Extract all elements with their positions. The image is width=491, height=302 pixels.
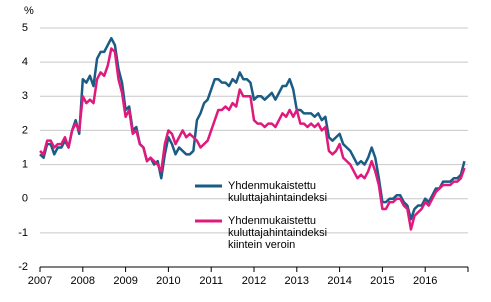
y-tick-label: -1	[18, 227, 28, 239]
y-tick-label: 3	[22, 90, 28, 102]
series-line	[39, 47, 466, 231]
x-tick-label: 2008	[71, 275, 95, 287]
x-tick-label: 2010	[156, 275, 180, 287]
x-tick-label: 2014	[327, 275, 351, 287]
y-tick-label: 4	[22, 56, 28, 68]
y-tick-label: -2	[18, 261, 28, 273]
x-tick-label: 2007	[28, 275, 52, 287]
x-tick-label: 2011	[199, 275, 223, 287]
x-tick-label: 2016	[413, 275, 437, 287]
x-tick-label: 2015	[370, 275, 394, 287]
y-axis-unit: %	[24, 5, 34, 17]
x-tick-label: 2013	[285, 275, 309, 287]
x-tick-label: 2009	[113, 275, 137, 287]
x-tick-label: 2012	[242, 275, 266, 287]
series-line	[39, 36, 466, 221]
y-tick-label: 2	[22, 124, 28, 136]
y-tick-label: 1	[22, 158, 28, 170]
legend-label: Yhdenmukaistettu kuluttajahintaindeksi	[228, 180, 328, 204]
y-tick-label: 5	[22, 22, 28, 34]
y-tick-label: 0	[22, 193, 28, 205]
legend-label: Yhdenmukaistettu kuluttajahintaindeksi k…	[228, 215, 328, 251]
